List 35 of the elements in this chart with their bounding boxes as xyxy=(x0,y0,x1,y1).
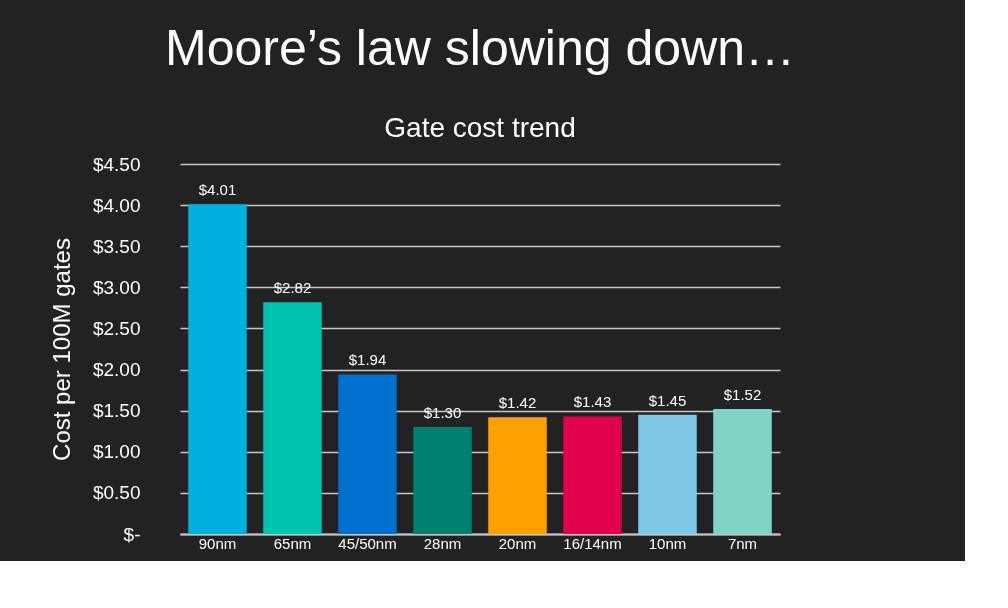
y-tick-label: $4.50 xyxy=(92,153,141,175)
bar xyxy=(413,427,472,534)
bar xyxy=(638,414,697,534)
bar xyxy=(263,302,322,534)
x-tick-label: 16/14nm xyxy=(563,534,622,552)
data-label: $1.43 xyxy=(573,393,612,411)
x-tick-label: 7nm xyxy=(727,534,758,552)
bar xyxy=(338,374,397,534)
y-tick-label: $2.00 xyxy=(92,359,141,381)
y-tick-label: $3.50 xyxy=(92,235,141,257)
x-tick-label: 90nm xyxy=(198,534,237,552)
data-label: $4.01 xyxy=(198,181,237,199)
data-label: $1.94 xyxy=(348,351,387,369)
y-tick-label: $2.50 xyxy=(92,317,141,339)
bar xyxy=(713,409,772,534)
x-tick-label: 28nm xyxy=(423,534,462,552)
y-tick-label: $3.00 xyxy=(92,276,141,298)
data-label: $1.52 xyxy=(723,386,762,404)
x-tick-label: 10nm xyxy=(648,534,687,552)
x-tick-label: 45/50nm xyxy=(338,534,397,552)
y-axis-title: Cost per 100M gates xyxy=(47,238,75,461)
chart-title: Moore’s law slowing down… xyxy=(165,20,795,76)
y-tick-label: $1.50 xyxy=(92,400,141,422)
bar xyxy=(488,417,547,534)
data-label: $1.45 xyxy=(648,391,687,409)
y-tick-label: $4.00 xyxy=(92,194,141,216)
y-tick-label: $1.00 xyxy=(92,441,141,463)
x-tick-label: 20nm xyxy=(498,534,537,552)
y-tick-label: $0.50 xyxy=(92,482,141,504)
data-label: $1.42 xyxy=(498,394,537,412)
bar xyxy=(188,204,247,534)
y-tick-label: $- xyxy=(123,523,141,545)
bar xyxy=(563,416,622,534)
chart-subtitle: Gate cost trend xyxy=(384,112,576,143)
x-tick-label: 65nm xyxy=(273,534,312,552)
